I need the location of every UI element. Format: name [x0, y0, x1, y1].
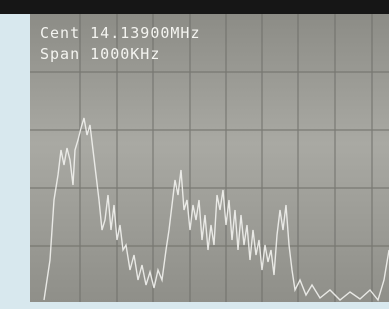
page: Cent 14.13900MHz Span 1000KHz (() => { c… [0, 0, 389, 309]
span-readout: Span 1000KHz [40, 45, 160, 63]
center-frequency-readout: Cent 14.13900MHz [40, 24, 201, 42]
top-edge [0, 0, 389, 14]
photo: Cent 14.13900MHz Span 1000KHz [0, 0, 389, 309]
